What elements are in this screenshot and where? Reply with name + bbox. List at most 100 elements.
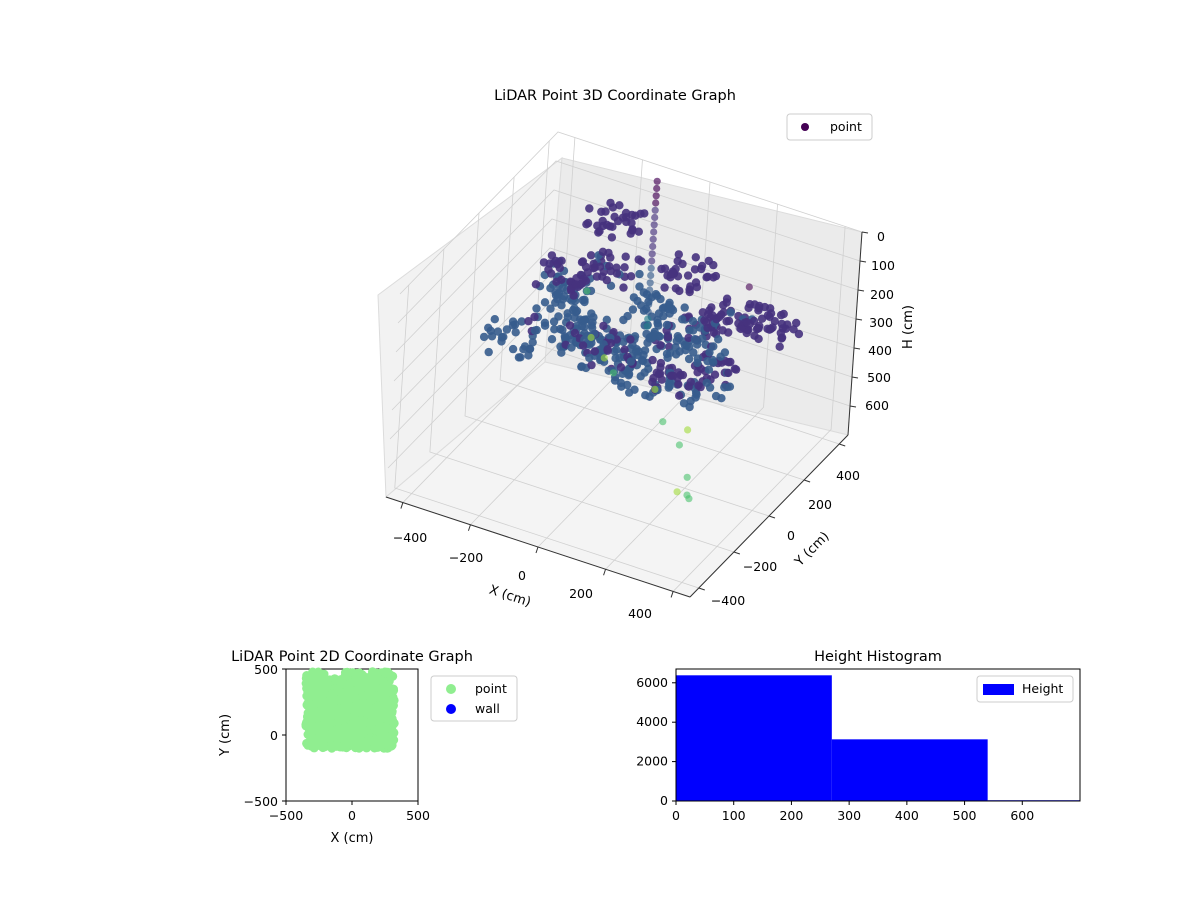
ticks-2d (282, 668, 419, 805)
scatter-point (653, 177, 661, 185)
z-tick-label: 300 (869, 315, 893, 330)
scatter-point (371, 737, 381, 747)
scatter-point (636, 209, 645, 218)
y-axis-label-2d: Y (cm) (218, 714, 233, 757)
scatter-point (708, 311, 717, 320)
y-tick-label: 4000 (636, 714, 668, 729)
scatter-point (720, 383, 729, 392)
scatter-point (641, 391, 650, 400)
tick-mark (839, 443, 846, 447)
x-tick-label: 0 (348, 808, 356, 823)
x-tick-label: 400 (628, 606, 652, 621)
scatter-point (689, 348, 698, 357)
scatter-point (720, 348, 730, 357)
scatter-point (610, 212, 619, 221)
scatter-point (318, 739, 328, 749)
scatter-point (341, 723, 351, 733)
scatter-point (690, 265, 700, 274)
scatter-point (635, 282, 644, 291)
scatter-point (660, 283, 669, 292)
scatter-point (659, 311, 668, 321)
scatter-point (717, 394, 726, 403)
y-tick-label: 200 (808, 497, 832, 512)
scatter-point (358, 671, 368, 681)
scatter-point (351, 676, 361, 686)
scatter-point (752, 324, 762, 334)
scatter-point (578, 257, 588, 266)
legend-frame (786, 113, 873, 141)
x-tick-label: 500 (953, 808, 977, 823)
scatter-point (647, 271, 655, 280)
tick-mark (855, 318, 863, 321)
tick-mark (849, 405, 857, 408)
grid-line (393, 218, 857, 382)
scatter-point (508, 344, 518, 354)
scatter-point (709, 260, 718, 270)
scatter-point (658, 304, 668, 313)
scatter-point (589, 313, 598, 322)
scatter-point (586, 251, 596, 260)
scatter-point (331, 741, 341, 751)
x-tick-label: −200 (449, 550, 483, 565)
scatter-point (652, 199, 660, 207)
scatter-point (657, 375, 666, 384)
y-tick-label: 500 (254, 662, 278, 677)
scatter-point (583, 287, 591, 295)
x-tick-label: 200 (569, 586, 593, 601)
legend-frame (976, 675, 1074, 703)
scatter-point (684, 333, 693, 343)
axes-histogram-frame (675, 668, 1081, 802)
scatter-point (380, 698, 390, 708)
scatter-point (673, 373, 682, 383)
scatter-point (697, 264, 706, 274)
scatter-point (603, 345, 612, 354)
scatter-point (374, 727, 384, 737)
scatter-point (579, 274, 588, 283)
z-tick-label: 100 (871, 258, 895, 273)
scatter-point (553, 290, 562, 299)
scatter-point (384, 708, 394, 718)
scatter-point (572, 306, 582, 316)
scatter-point (766, 304, 775, 313)
histogram-bar (676, 675, 832, 801)
scatter-point (690, 335, 700, 344)
scatter-point (357, 729, 367, 739)
scatter-point (653, 184, 661, 193)
scatter-point (320, 723, 330, 733)
scatter-point (557, 348, 566, 357)
y-tick-label: −400 (711, 593, 745, 608)
scatter-point (598, 247, 608, 256)
scatter-point (502, 325, 512, 334)
scatter-point (642, 329, 651, 339)
scatter-point (320, 730, 330, 739)
scatter-point (663, 333, 673, 342)
scatter-point (794, 329, 804, 339)
z-tick-label: 0 (877, 229, 885, 244)
tick-mark (768, 515, 776, 519)
scatter-point (602, 315, 611, 324)
scatter-point (375, 715, 385, 724)
scatter-point (745, 283, 753, 291)
legend-label-wall: wall (475, 701, 500, 716)
legend-2d: point wall (430, 675, 518, 722)
scatter-point (644, 364, 653, 373)
z-tick-label: 500 (867, 370, 891, 385)
scatter-point (334, 686, 344, 696)
scatter-point (561, 333, 570, 343)
scatter-point (671, 284, 681, 293)
scatter-point (524, 351, 533, 360)
scatter-point (484, 323, 493, 332)
scatter-point (674, 250, 683, 259)
grid-line (499, 176, 805, 481)
scatter-point (566, 284, 576, 293)
scatter-point (590, 347, 600, 356)
scatter-point (310, 668, 320, 678)
scatter-point (679, 399, 689, 408)
scatter-point (587, 333, 595, 342)
scatter-point (479, 332, 489, 342)
scatter-point (675, 441, 684, 449)
title-2d: LiDAR Point 2D Coordinate Graph (231, 649, 473, 665)
scatter-point (688, 317, 698, 326)
scatter-point (606, 266, 615, 276)
